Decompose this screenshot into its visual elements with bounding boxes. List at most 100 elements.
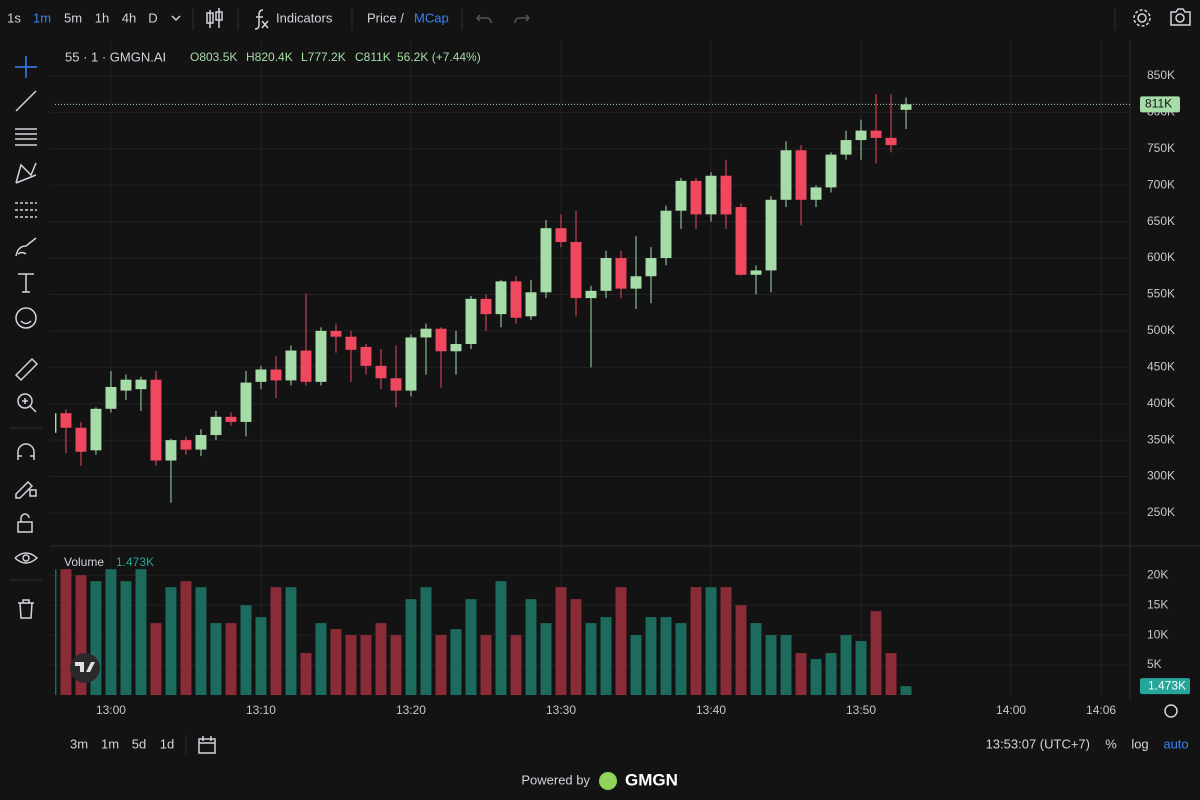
axes: 250K 300K 350K 400K 450K 500K 550K 600K 650K 700K… (55, 68, 1190, 717)
fx-icon[interactable] (254, 9, 269, 30)
percent-toggle[interactable]: % (1105, 736, 1117, 751)
candle-body (465, 298, 477, 344)
interval[interactable]: 5m (64, 10, 82, 25)
log-toggle[interactable]: log (1131, 736, 1148, 751)
candle-body (195, 435, 207, 450)
candle-body (750, 270, 762, 275)
candle-body (870, 130, 882, 138)
candle-body (210, 416, 222, 436)
interval[interactable]: D (148, 10, 157, 25)
range-button[interactable]: 1d (160, 736, 174, 751)
volume-bar (180, 581, 192, 695)
candle-body (900, 104, 912, 110)
redo-icon[interactable] (514, 14, 531, 24)
projection-tool[interactable] (15, 202, 37, 218)
candle-body (75, 427, 87, 452)
screenshot-icon[interactable] (1170, 8, 1191, 26)
date-range-icon[interactable] (198, 736, 216, 754)
x-tick-label: 13:30 (546, 703, 576, 717)
candle-body (660, 210, 672, 259)
lock-draw-tool[interactable] (15, 480, 37, 499)
settings-icon[interactable] (1137, 13, 1147, 23)
candle-body (600, 258, 612, 291)
candle-body (705, 175, 717, 215)
volume-bar (330, 629, 342, 695)
volume-bar (585, 623, 597, 695)
candle-body (435, 328, 447, 352)
y-tick-label: 450K (1147, 359, 1175, 373)
volume-bar (795, 653, 807, 695)
range-button[interactable]: 1m (101, 736, 119, 751)
candle-body (840, 140, 852, 155)
text-tool[interactable] (18, 273, 34, 293)
volume-bar (345, 635, 357, 695)
visibility-tool[interactable] (14, 552, 39, 564)
range-button[interactable]: 5d (132, 736, 146, 751)
auto-toggle[interactable]: auto (1163, 736, 1188, 751)
interval[interactable]: 1s (7, 10, 21, 25)
clock: 13:53:07 (UTC+7) (986, 736, 1090, 751)
volume-bar (405, 599, 417, 695)
volume-tick-label: 10K (1147, 627, 1168, 641)
volume-bar (390, 635, 402, 695)
volume-bar (55, 569, 57, 695)
interval[interactable]: 1h (95, 10, 109, 25)
candle-body (585, 290, 597, 299)
ruler-tool[interactable] (14, 357, 39, 382)
dropdown-icon[interactable] (171, 15, 181, 22)
lock-tool[interactable] (17, 513, 33, 533)
y-tick-label: 650K (1147, 214, 1175, 228)
volume-bar (315, 623, 327, 695)
mcap-toggle[interactable]: MCap (414, 10, 449, 25)
volume-tick-label: 15K (1147, 597, 1168, 611)
volume-bar (660, 617, 672, 695)
volume-bar (75, 575, 87, 695)
ohlc-high: H820.4K (246, 50, 293, 64)
magnet-tool[interactable] (17, 443, 35, 460)
delete-tool[interactable] (18, 599, 34, 619)
candle-body (315, 330, 327, 382)
volume-bar (840, 635, 852, 695)
indicators-button[interactable]: Indicators (276, 10, 333, 25)
volume-bar (435, 635, 447, 695)
y-tick-label: 500K (1147, 323, 1175, 337)
candle-body (525, 292, 537, 317)
candle-body (555, 228, 567, 243)
last-price-label: 811K (1145, 97, 1172, 111)
volume-bar (885, 653, 897, 695)
pattern-tool[interactable] (15, 162, 37, 184)
chart-type-icon[interactable] (206, 8, 223, 28)
axis-settings-icon[interactable] (1164, 704, 1178, 718)
ohlc-close: C811K (355, 50, 391, 64)
brush-tool[interactable] (15, 237, 37, 257)
y-tick-label: 250K (1147, 505, 1175, 519)
candle-body (825, 154, 837, 188)
x-tick-label: 14:00 (996, 703, 1026, 717)
candle-body (360, 346, 372, 366)
volume-tick-label: 20K (1147, 567, 1168, 581)
undo-icon[interactable] (475, 14, 492, 24)
volume-bar (825, 653, 837, 695)
candle-body (570, 242, 582, 299)
range-button[interactable]: 3m (70, 736, 88, 751)
volume-bar (90, 581, 102, 695)
change-label: 56.2K (+7.44%) (397, 50, 481, 64)
fib-tool[interactable] (15, 128, 37, 146)
interval[interactable]: 1m (33, 10, 51, 25)
emoji-tool[interactable] (15, 307, 37, 329)
price-toggle[interactable]: Price (367, 10, 397, 25)
volume-bar (705, 587, 717, 695)
x-tick-label: 13:00 (96, 703, 126, 717)
x-tick-label: 13:40 (696, 703, 726, 717)
trend-line-tool[interactable] (15, 90, 37, 112)
candle-body (450, 343, 462, 352)
y-tick-label: 350K (1147, 432, 1175, 446)
interval[interactable]: 4h (122, 10, 136, 25)
y-tick-label: 700K (1147, 177, 1175, 191)
candle-body (885, 137, 897, 146)
zoom-tool[interactable] (17, 393, 33, 409)
volume-bar (690, 587, 702, 695)
crosshair-tool[interactable] (15, 56, 37, 78)
